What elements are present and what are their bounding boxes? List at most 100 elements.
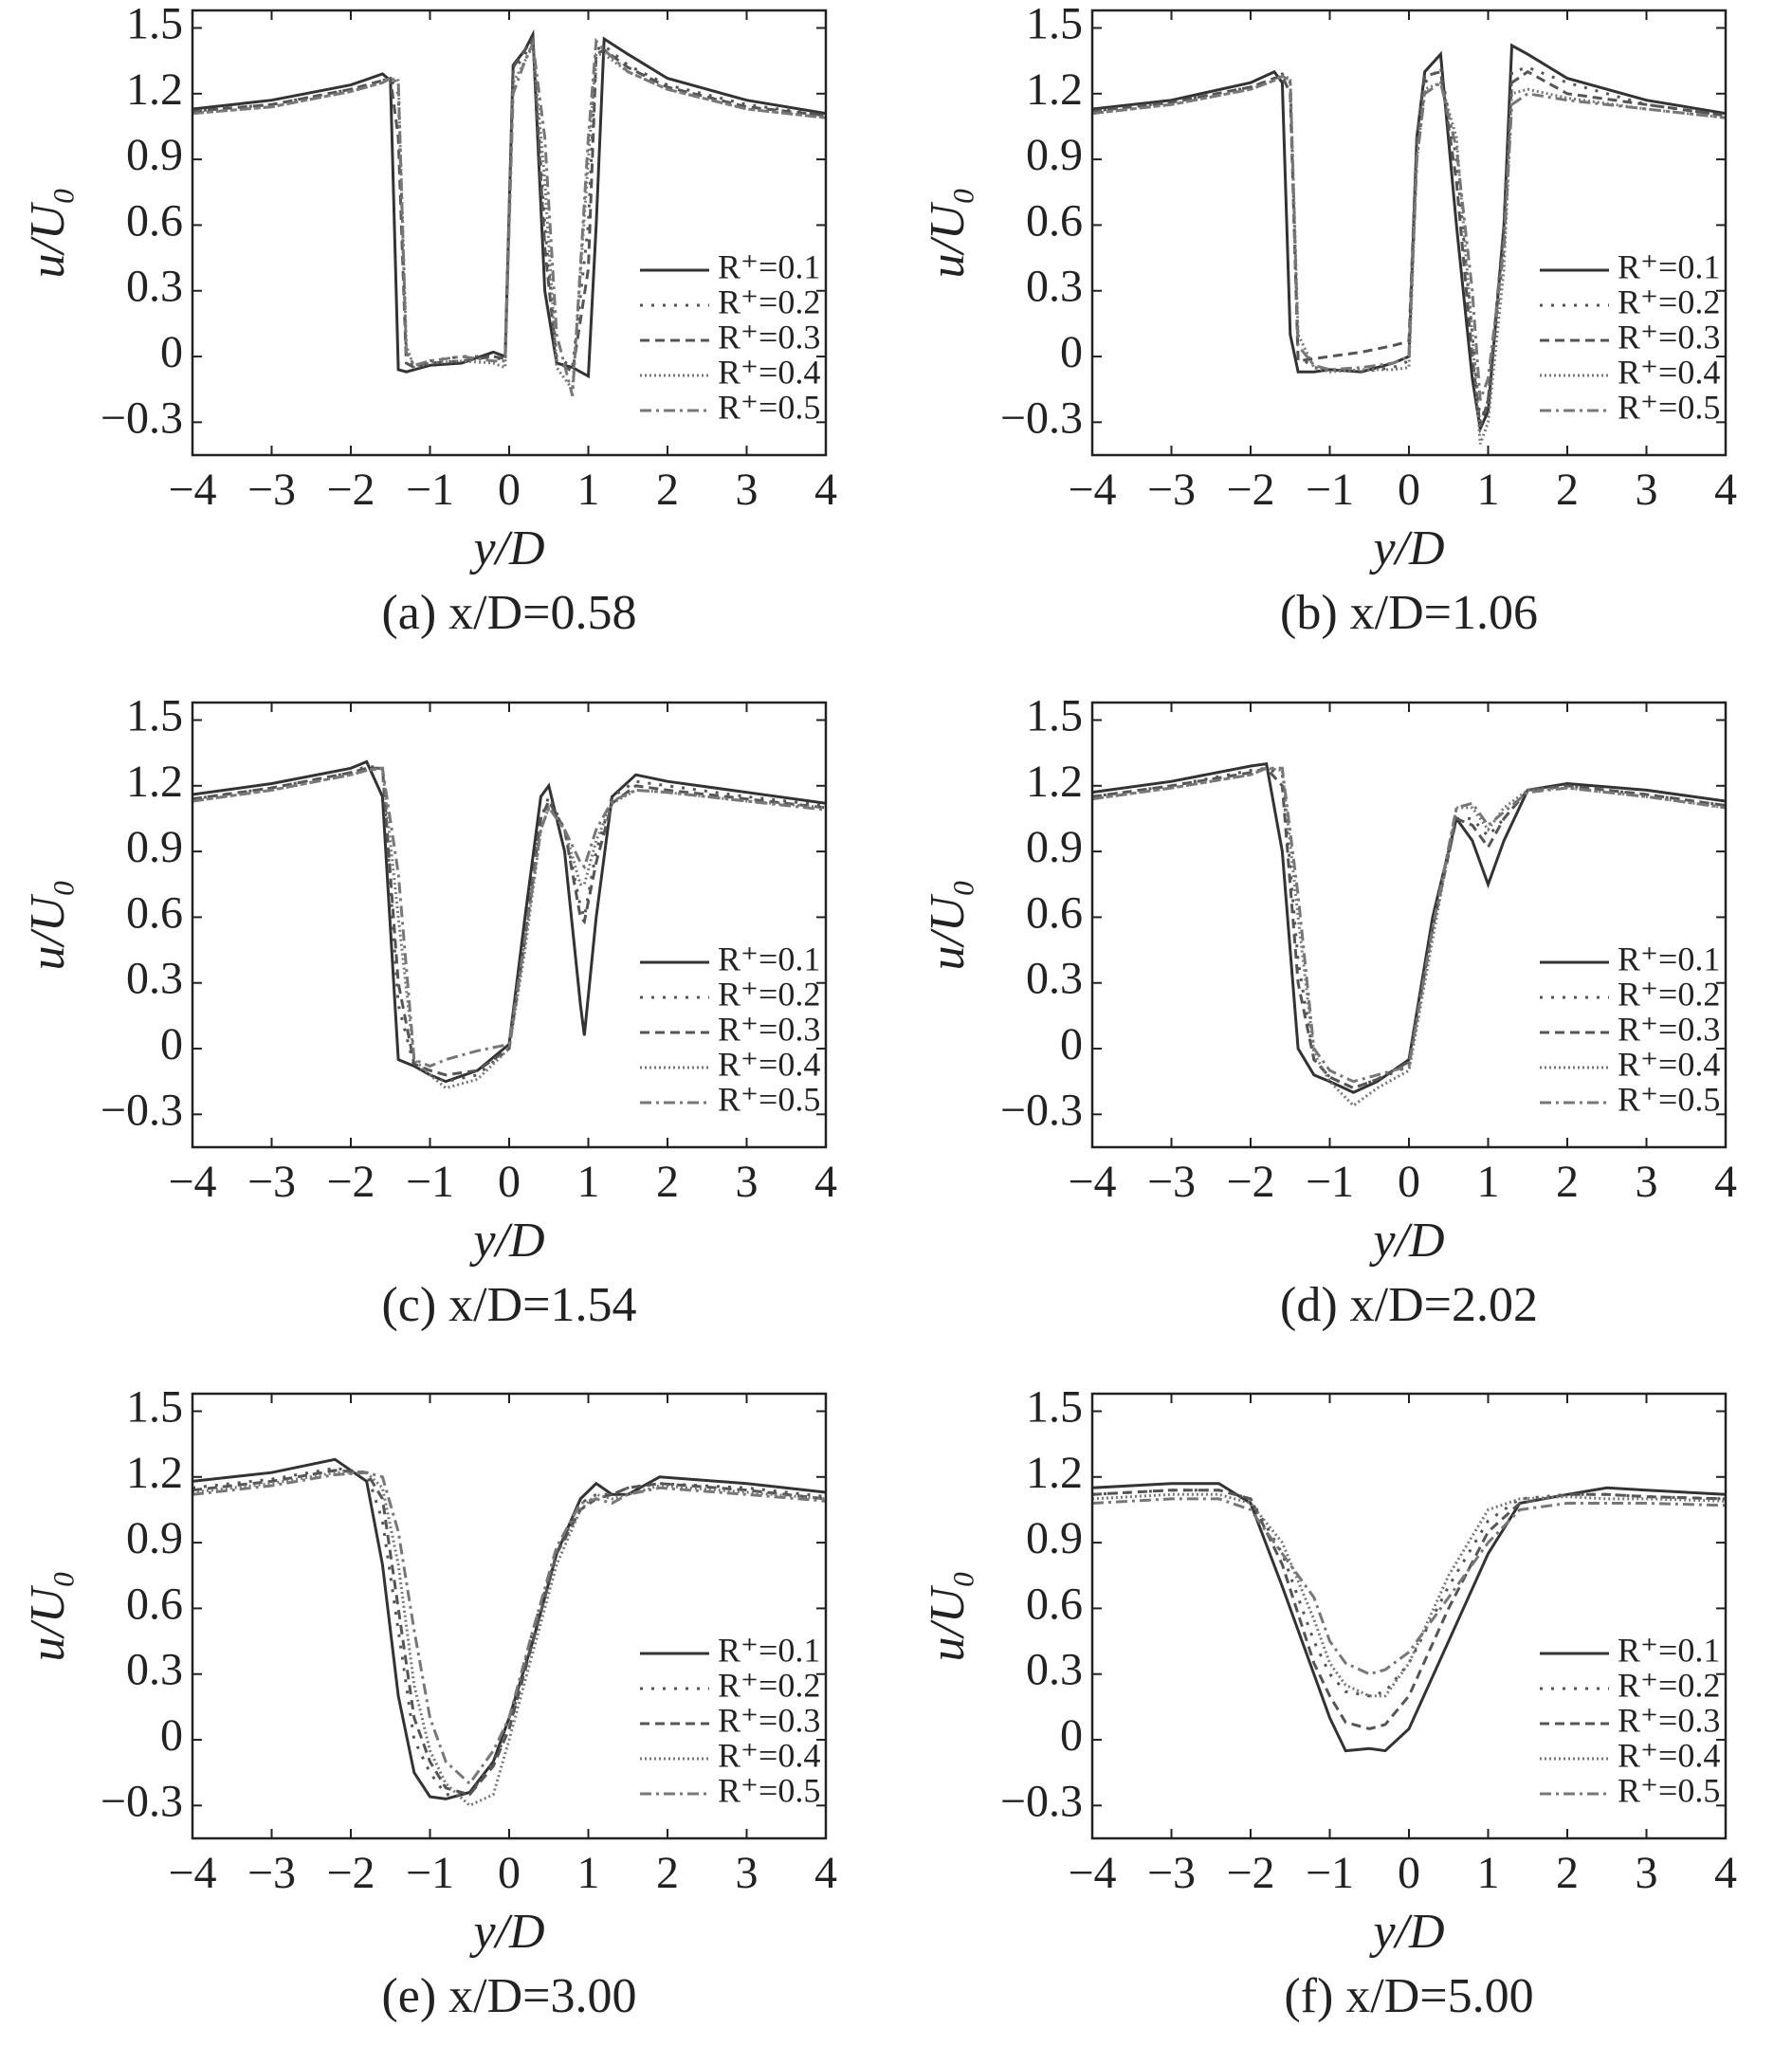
plot-frame xyxy=(191,1392,828,1840)
legend-label: R⁺=0.4 xyxy=(718,1045,820,1083)
data-line xyxy=(192,759,826,1084)
y-tick-label: 0 xyxy=(160,1710,183,1761)
y-tick-label: 0.9 xyxy=(126,822,183,872)
panel: −4 −3 −2 −1 0 1 2 3 4−0.300.30.60.91.21.5R⁺=0.1R… xyxy=(921,1381,1737,2022)
x-tick-label: 1 xyxy=(577,1848,600,1898)
plot-frame xyxy=(1090,701,1728,1149)
y-tick-label: 1.2 xyxy=(1026,1448,1083,1498)
panel: −4 −3 −2 −1 0 1 2 3 4−0.300.30.60.91.21.5R⁺=0.1R… xyxy=(921,690,1737,1331)
y-tick-label: 0.6 xyxy=(126,887,183,938)
y-tick-label: 0 xyxy=(1060,1710,1083,1761)
x-tick-label: 4 xyxy=(1714,1157,1737,1207)
x-tick-label: 3 xyxy=(736,1848,759,1898)
legend-label: R⁺=0.4 xyxy=(1618,353,1720,391)
y-axis-label: u/U₀ xyxy=(21,1570,75,1661)
legend-label: R⁺=0.2 xyxy=(1618,283,1720,320)
legend-label: R⁺=0.2 xyxy=(1618,1666,1720,1704)
y-tick-label: 1.2 xyxy=(126,757,183,807)
y-axis-label: u/U₀ xyxy=(921,879,975,970)
data-line xyxy=(1092,74,1726,401)
legend-label: R⁺=0.4 xyxy=(718,353,820,391)
legend-label: R⁺=0.1 xyxy=(718,1631,820,1669)
y-tick-label: 0.6 xyxy=(1026,1579,1083,1629)
y-tick-label: −0.3 xyxy=(1000,1085,1083,1135)
y-tick-label: 0 xyxy=(1060,327,1083,377)
y-tick-label: 1.5 xyxy=(126,690,183,740)
y-tick-label: 1.5 xyxy=(1026,0,1083,48)
y-tick-label: 1.2 xyxy=(1026,757,1083,807)
y-tick-label: 1.2 xyxy=(1026,64,1083,115)
y-tick-label: −0.3 xyxy=(1000,1776,1083,1826)
data-line xyxy=(192,36,826,371)
x-tick-label: −4 xyxy=(1068,1848,1116,1898)
y-tick-label: 0 xyxy=(1060,1019,1083,1069)
x-tick-label: 0 xyxy=(1398,1157,1420,1207)
data-line xyxy=(192,1471,826,1808)
y-axis-label: u/U₀ xyxy=(21,187,75,278)
panel-caption: (e) x/D=3.00 xyxy=(381,1969,636,2023)
panel: −4 −3 −2 −1 0 1 2 3 4−0.300.30.60.91.21.5R⁺=0.1R… xyxy=(21,690,837,1331)
y-tick-label: 0.9 xyxy=(126,130,183,180)
data-line xyxy=(192,1469,826,1797)
x-tick-label: 1 xyxy=(1477,465,1500,515)
legend-label: R⁺=0.5 xyxy=(1618,1080,1720,1118)
y-tick-label: 0.6 xyxy=(126,1579,183,1629)
panel-caption: (b) x/D=1.06 xyxy=(1280,586,1538,640)
legend-label: R⁺=0.5 xyxy=(718,1771,820,1809)
x-tick-label: −1 xyxy=(406,465,454,515)
y-tick-label: −0.3 xyxy=(101,1085,183,1135)
y-tick-label: 0.6 xyxy=(1026,195,1083,246)
y-tick-label: 1.5 xyxy=(126,0,183,48)
x-tick-label: 2 xyxy=(656,1848,679,1898)
x-tick-label: 3 xyxy=(1636,1848,1658,1898)
y-tick-label: 0.9 xyxy=(126,1513,183,1563)
legend-label: R⁺=0.2 xyxy=(718,975,820,1013)
x-tick-label: −1 xyxy=(406,1157,454,1207)
data-line xyxy=(1092,1497,1726,1676)
legend-label: R⁺=0.3 xyxy=(1618,1701,1720,1739)
x-tick-label: −3 xyxy=(247,465,296,515)
x-axis-label: y/D xyxy=(1368,1214,1444,1268)
legend-label: R⁺=0.3 xyxy=(1618,318,1720,356)
x-tick-label: −2 xyxy=(1226,1157,1274,1207)
y-axis-label: u/U₀ xyxy=(21,879,75,970)
y-tick-label: 1.5 xyxy=(1026,1381,1083,1432)
x-tick-label: −3 xyxy=(1147,1848,1196,1898)
data-line xyxy=(192,766,826,1069)
panel-caption: (c) x/D=1.54 xyxy=(381,1278,636,1332)
panel: −4 −3 −2 −1 0 1 2 3 4−0.300.30.60.91.21.5R⁺=0.1R… xyxy=(21,1381,837,2022)
x-tick-label: −4 xyxy=(168,1848,216,1898)
y-tick-label: −0.3 xyxy=(1000,393,1083,443)
x-tick-label: 4 xyxy=(814,1848,837,1898)
panel-caption: (d) x/D=2.02 xyxy=(1280,1278,1538,1332)
x-tick-label: −1 xyxy=(1306,1848,1354,1898)
y-tick-label: 0.3 xyxy=(126,1645,183,1695)
plot-frame xyxy=(191,9,828,457)
x-tick-label: −2 xyxy=(1226,465,1274,515)
x-tick-label: 1 xyxy=(577,1157,600,1207)
data-line xyxy=(192,40,826,393)
legend-label: R⁺=0.1 xyxy=(718,247,820,285)
y-tick-label: 0.9 xyxy=(1026,1513,1083,1563)
legend-label: R⁺=0.4 xyxy=(718,1736,820,1774)
y-tick-label: 0.3 xyxy=(126,954,183,1004)
y-tick-label: 1.5 xyxy=(126,1381,183,1432)
y-tick-label: 0 xyxy=(160,327,183,377)
x-tick-label: 0 xyxy=(1398,1848,1420,1898)
legend-label: R⁺=0.3 xyxy=(1618,1010,1720,1048)
x-tick-label: 3 xyxy=(1636,1157,1658,1207)
y-tick-label: 0.6 xyxy=(1026,887,1083,938)
x-tick-label: 2 xyxy=(1556,1157,1579,1207)
legend-label: R⁺=0.5 xyxy=(1618,1771,1720,1809)
legend-label: R⁺=0.3 xyxy=(718,318,820,356)
data-line xyxy=(1092,766,1726,1084)
x-tick-label: −1 xyxy=(1306,1157,1354,1207)
x-tick-label: 2 xyxy=(656,465,679,515)
legend-label: R⁺=0.4 xyxy=(1618,1736,1720,1774)
x-tick-label: −3 xyxy=(247,1157,296,1207)
y-axis-label: u/U₀ xyxy=(921,187,975,278)
x-tick-label: −3 xyxy=(1147,465,1196,515)
x-tick-label: 4 xyxy=(1714,465,1737,515)
y-tick-label: 0.3 xyxy=(1026,262,1083,312)
x-axis-label: y/D xyxy=(1368,1905,1444,1959)
